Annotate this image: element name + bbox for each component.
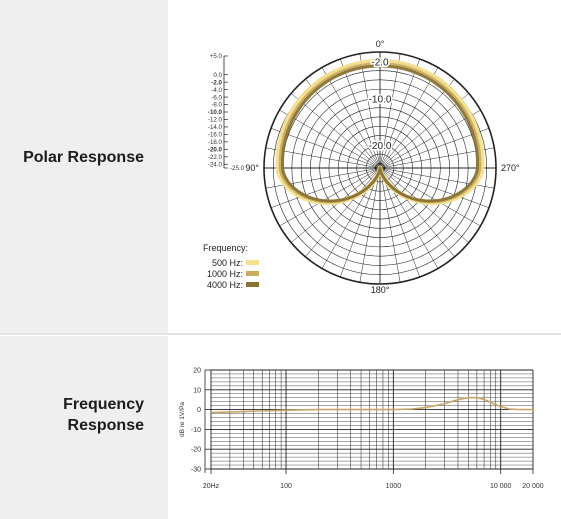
freq-y-tick-label: -20 xyxy=(191,447,201,454)
polar-ring-label: -20.0 xyxy=(369,141,392,152)
freq-y-tick-label: -30 xyxy=(191,467,201,474)
polar-spoke xyxy=(379,167,490,208)
polar-spoke xyxy=(279,109,381,169)
freq-y-axis-label: dB re 1V/Pa xyxy=(179,402,186,437)
polar-spoke xyxy=(321,67,381,169)
polar-spoke xyxy=(379,67,439,169)
polar-spoke xyxy=(379,109,481,169)
polar-scale-label: -2.0 xyxy=(211,79,222,86)
freq-x-tick-label: 20 000 xyxy=(522,483,544,490)
polar-legend-swatch xyxy=(246,260,259,265)
polar-spoke xyxy=(379,58,420,169)
polar-angle-label: 0° xyxy=(376,39,385,49)
polar-legend-label: 4000 Hz: xyxy=(207,280,243,290)
polar-spoke xyxy=(379,167,420,278)
polar-legend-title: Frequency: xyxy=(203,243,248,253)
polar-scale-label: 0.0 xyxy=(213,72,222,79)
section-divider xyxy=(0,333,561,335)
polar-spoke xyxy=(290,93,381,169)
polar-spoke xyxy=(379,167,401,283)
freq-y-tick-label: 0 xyxy=(197,407,201,414)
freq-x-tick-label: 100 xyxy=(280,483,292,490)
polar-spoke xyxy=(379,78,455,169)
polar-label-panel: Polar Response xyxy=(0,0,168,334)
freq-x-tick-label: 20Hz xyxy=(203,483,220,490)
polar-legend-label: 500 Hz: xyxy=(212,258,243,268)
polar-legend-label: 1000 Hz: xyxy=(207,269,243,279)
polar-spoke xyxy=(270,167,381,208)
polar-spoke xyxy=(379,53,401,169)
polar-spoke xyxy=(359,167,381,283)
polar-scale-label: -25.0 xyxy=(230,165,245,172)
freq-x-tick-label: 10 000 xyxy=(490,483,512,490)
polar-angle-label: 180° xyxy=(371,285,390,295)
freq-x-tick-label: 1000 xyxy=(386,483,402,490)
polar-legend-swatch xyxy=(246,282,259,287)
frequency-response-title: Frequency Response xyxy=(63,396,144,434)
polar-ring-label: -10.0 xyxy=(369,94,392,105)
polar-scale-label: -10.0 xyxy=(208,109,223,116)
polar-spoke xyxy=(379,93,470,169)
polar-scale-label: -8.0 xyxy=(211,102,222,109)
polar-spoke xyxy=(379,167,455,258)
frequency-label-panel: Frequency Response xyxy=(0,336,168,519)
polar-spoke xyxy=(359,53,381,169)
polar-spoke xyxy=(379,167,470,243)
polar-scale-label: -18.0 xyxy=(208,139,223,146)
polar-spoke xyxy=(379,147,495,169)
polar-scale-label: -20.0 xyxy=(208,147,223,154)
polar-spoke xyxy=(265,147,381,169)
polar-angle-label: 270° xyxy=(501,163,520,173)
polar-scale-label: -6.0 xyxy=(211,94,222,101)
polar-spoke xyxy=(340,167,381,278)
freq-y-tick-label: 20 xyxy=(193,368,201,375)
polar-legend-swatch xyxy=(246,271,259,276)
freq-y-tick-label: 10 xyxy=(193,387,201,394)
freq-y-tick-label: -10 xyxy=(191,427,201,434)
polar-scale-label: -22.0 xyxy=(208,154,223,161)
polar-scale-label: +5.0 xyxy=(210,53,223,60)
polar-angle-label: 90° xyxy=(245,163,259,173)
polar-spoke xyxy=(379,128,490,169)
polar-spoke xyxy=(270,128,381,169)
polar-response-chart: -2.0-10.0-20.00°90°180°270°+5.00.0-2.0-4… xyxy=(203,39,520,295)
polar-scale-label: -12.0 xyxy=(208,117,223,124)
polar-spoke xyxy=(305,167,381,258)
polar-scale-label: -16.0 xyxy=(208,132,223,139)
polar-spoke xyxy=(279,167,381,227)
polar-scale-label: -24.0 xyxy=(208,161,223,168)
polar-spoke xyxy=(340,58,381,169)
polar-ring-label: -2.0 xyxy=(371,57,389,68)
polar-spoke xyxy=(290,167,381,243)
polar-spoke xyxy=(305,78,381,169)
polar-scale-label: -4.0 xyxy=(211,87,222,94)
freq-response-curve xyxy=(210,396,533,414)
polar-response-title: Polar Response xyxy=(23,149,144,166)
polar-scale-label: -14.0 xyxy=(208,124,223,131)
polar-series-curve xyxy=(281,64,479,203)
polar-spoke xyxy=(379,167,481,227)
